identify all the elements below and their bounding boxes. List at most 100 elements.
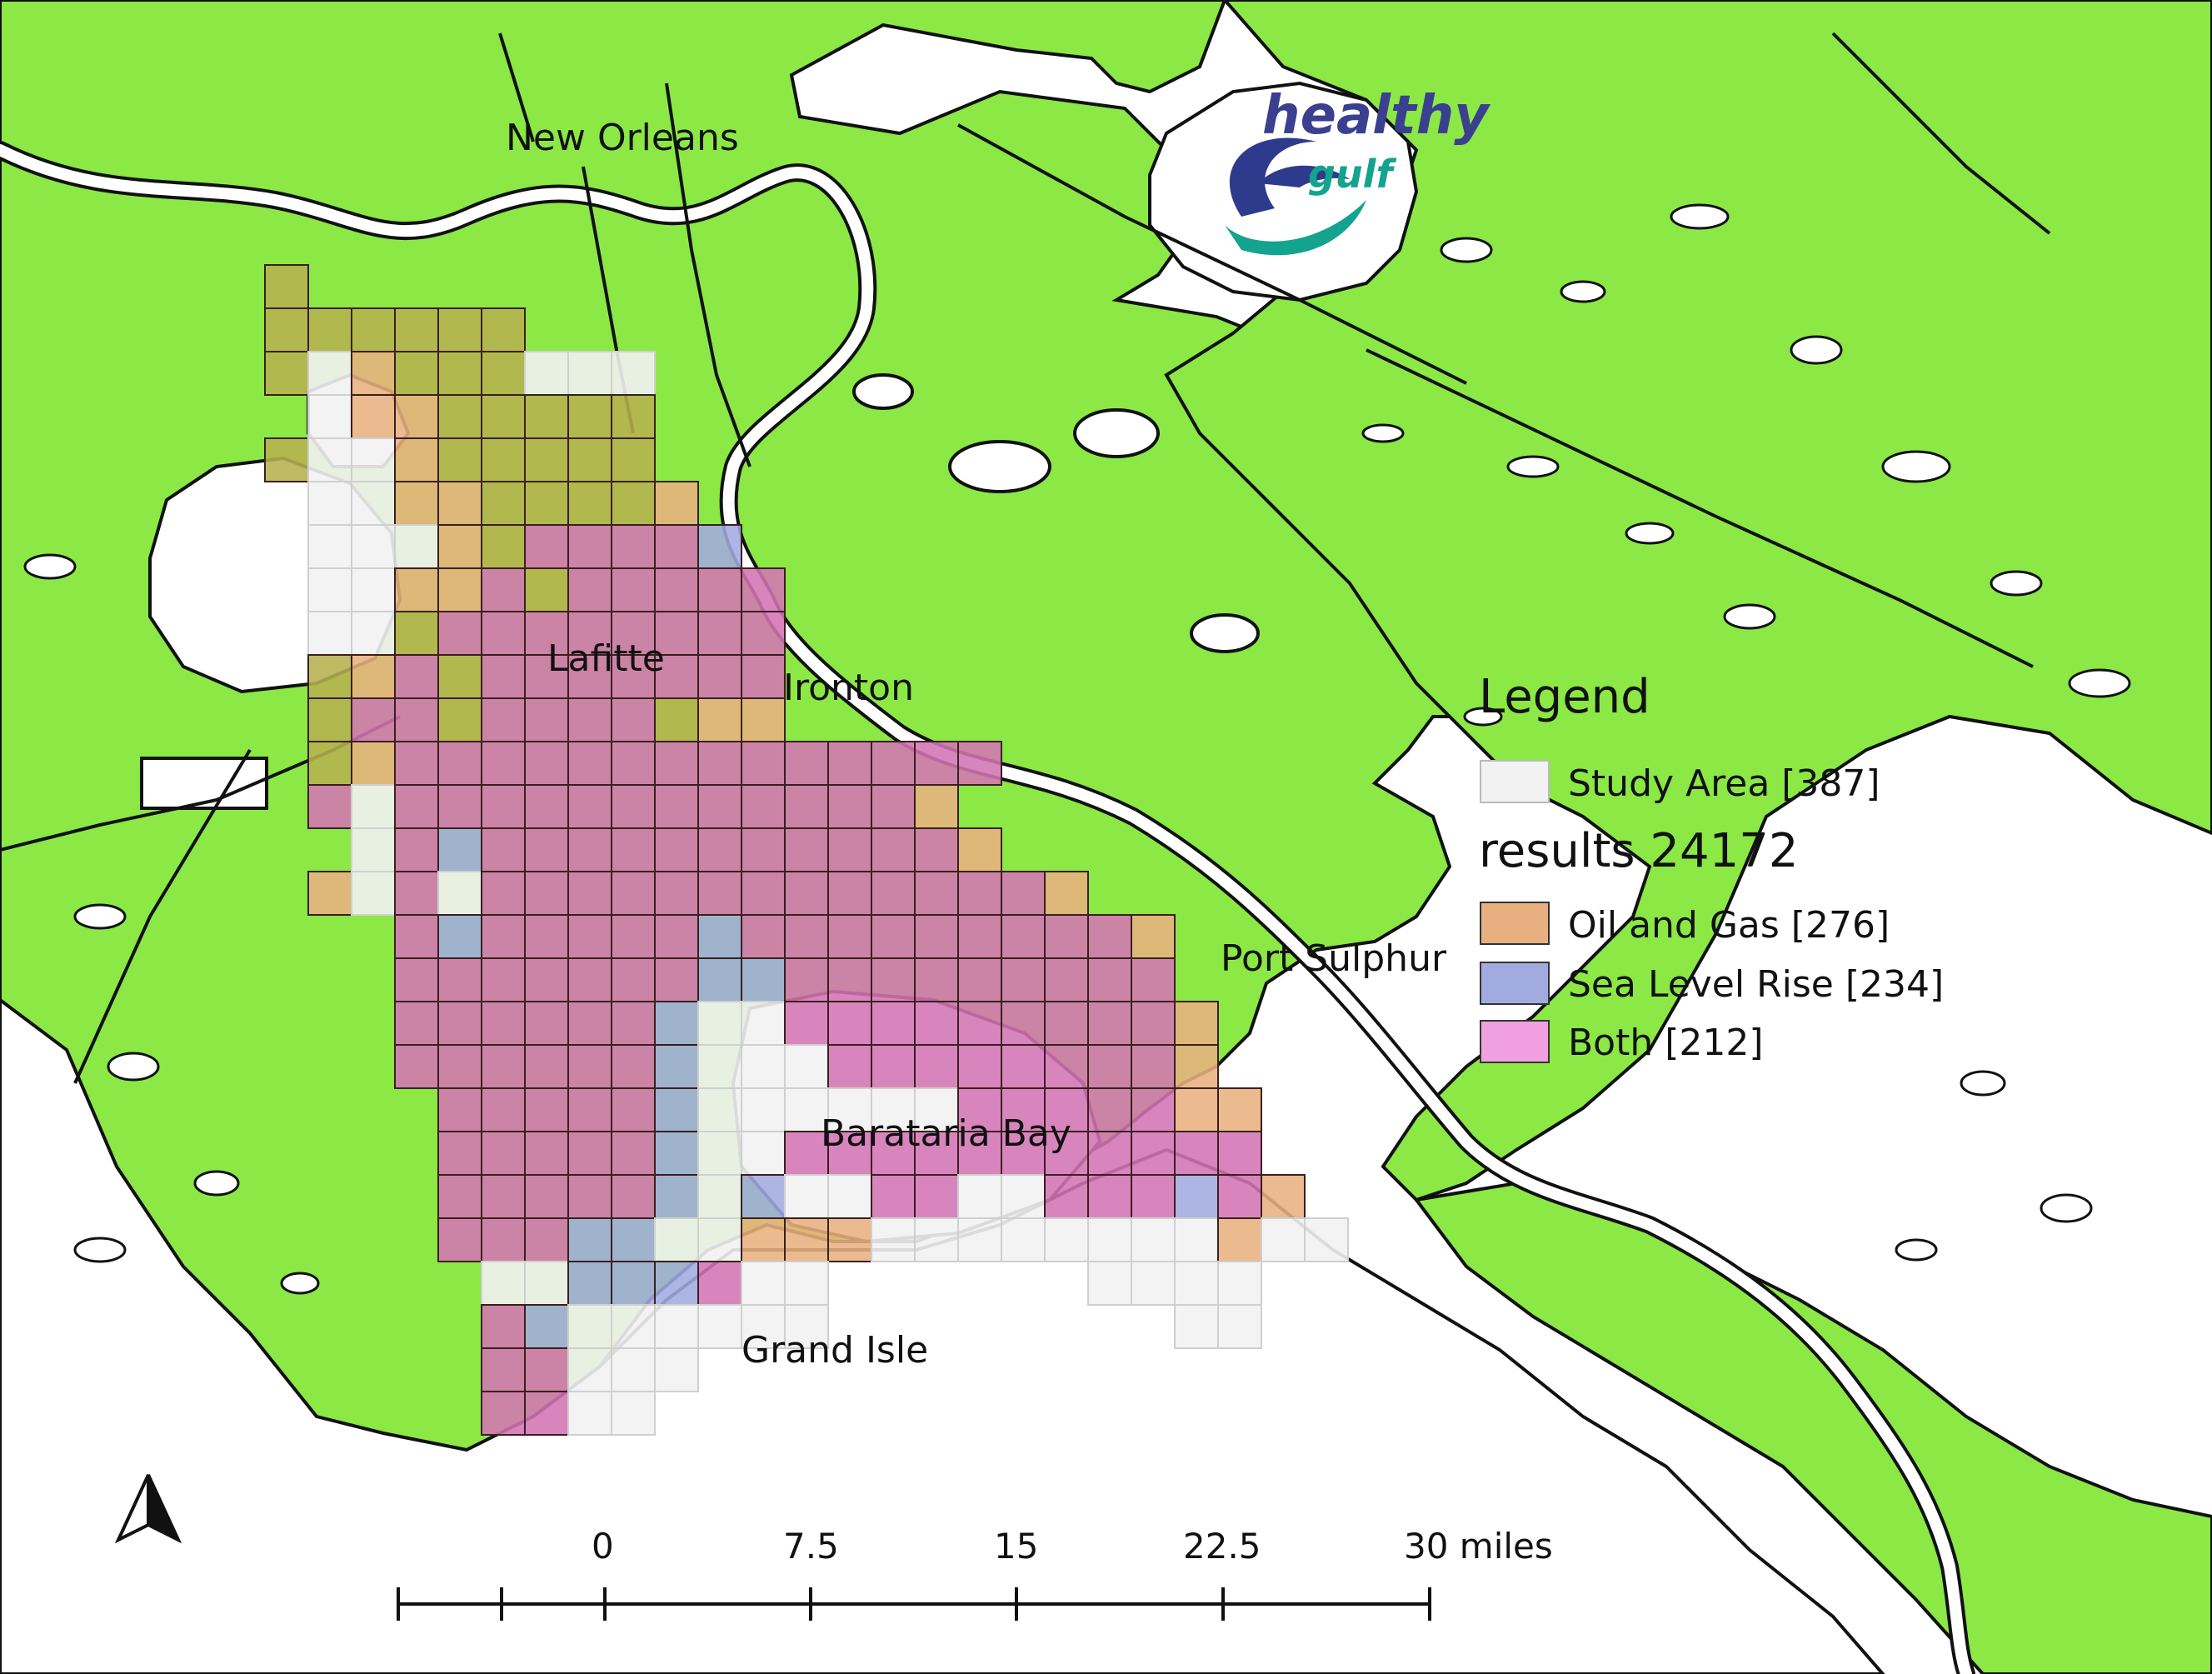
grid-cell — [654, 827, 699, 872]
grid-cell — [394, 697, 439, 742]
grid-cell — [437, 307, 482, 352]
grid-cell — [784, 784, 829, 829]
grid-cell — [351, 394, 396, 439]
grid-cell — [784, 1087, 829, 1132]
grid-cell — [567, 611, 612, 656]
place-label-port-sulphur: Port Sulphur — [1221, 937, 1447, 980]
grid-cell — [611, 1217, 656, 1262]
grid-cell — [307, 611, 352, 656]
grid-cell — [741, 1131, 786, 1176]
grid-cell — [871, 827, 916, 872]
grid-cell — [654, 1347, 699, 1392]
grid-cell — [481, 1217, 526, 1262]
grid-cell — [914, 784, 959, 829]
grid-cell — [437, 524, 482, 569]
grid-cell — [611, 394, 656, 439]
grid-cell — [394, 611, 439, 656]
grid-cell — [784, 741, 829, 786]
grid-cell — [611, 654, 656, 699]
inland-lake-3 — [1190, 613, 1260, 653]
grid-cell — [957, 741, 1002, 786]
grid-cell — [524, 1391, 569, 1436]
grid-cell — [437, 1174, 482, 1219]
grid-cell — [307, 524, 352, 569]
grid-cell — [524, 871, 569, 916]
grid-cell — [611, 697, 656, 742]
grid-cell — [1087, 1044, 1132, 1089]
grid-cell — [481, 437, 526, 482]
grid-cell — [567, 741, 612, 786]
grid-cell — [481, 827, 526, 872]
grid-cell — [784, 1217, 829, 1262]
grid-cell — [394, 827, 439, 872]
grid-cell — [1131, 1001, 1176, 1046]
mississippi-river-fill — [0, 144, 1972, 1674]
grid-cell — [1044, 1087, 1089, 1132]
legend-results-title: results 24172 — [1479, 824, 1799, 878]
grid-cell — [957, 1217, 1002, 1262]
legend-swatch-study-area — [1480, 760, 1550, 803]
logo-wave-dark — [1229, 137, 1316, 217]
grid-cell — [1174, 1087, 1219, 1132]
grid-cell — [264, 307, 309, 352]
grid-cell — [914, 914, 959, 959]
grid-cell — [1044, 1174, 1089, 1219]
grid-cell — [957, 1087, 1002, 1132]
grid-cell — [654, 741, 699, 786]
grid-cell — [697, 784, 742, 829]
scale-label-22-5: 22.5 — [1183, 1526, 1261, 1567]
grid-cell — [351, 611, 396, 656]
healthy-gulf-logo: healthy gulf — [1225, 85, 1490, 256]
grid-cell — [524, 654, 569, 699]
grid-cell — [741, 957, 786, 1002]
grid-cell — [784, 957, 829, 1002]
grid-cell — [1217, 1087, 1262, 1132]
grid-cell — [914, 1044, 959, 1089]
grid-cell — [264, 351, 309, 396]
grid-cell — [1131, 1087, 1176, 1132]
grid-cell — [524, 1131, 569, 1176]
grid-cell — [437, 784, 482, 829]
grid-cell — [654, 1044, 699, 1089]
grid-cell — [784, 1261, 829, 1306]
grid-cell — [1001, 1174, 1046, 1219]
legend-swatch-oil-and-gas — [1480, 902, 1550, 945]
grid-cell — [481, 1087, 526, 1132]
grid-cell — [697, 1174, 742, 1219]
grid-cell — [654, 611, 699, 656]
grid-cell — [567, 1087, 612, 1132]
grid-cell — [1001, 1044, 1046, 1089]
grid-cell — [827, 1001, 872, 1046]
grid-cell — [741, 1217, 786, 1262]
grid-cell — [1087, 957, 1132, 1002]
grid-cell — [611, 1044, 656, 1089]
grid-cell — [1131, 1131, 1176, 1176]
grid-cell — [697, 1131, 742, 1176]
grid-cell — [524, 1217, 569, 1262]
grid-cell — [1217, 1261, 1262, 1306]
grid-cell — [697, 697, 742, 742]
grid-cell — [654, 697, 699, 742]
grid-cell — [264, 437, 309, 482]
grid-cell — [481, 654, 526, 699]
grid-cell — [524, 1087, 569, 1132]
grid-cell — [437, 481, 482, 526]
grid-cell — [697, 1044, 742, 1089]
grid-cell — [1174, 1217, 1219, 1262]
grid-cell — [394, 351, 439, 396]
grid-cell — [351, 481, 396, 526]
grid-cell — [481, 524, 526, 569]
place-label-new-orleans: New Orleans — [506, 117, 739, 159]
legend: Legend Study Area [387] results 24172 Oi… — [1479, 670, 1944, 1064]
grid-cell — [437, 394, 482, 439]
grid-cell — [697, 1001, 742, 1046]
grid-cell — [567, 1261, 612, 1306]
grid-cell — [1174, 1174, 1219, 1219]
grid-cell — [1001, 1217, 1046, 1262]
grid-cell — [611, 914, 656, 959]
grid-cell — [871, 914, 916, 959]
grid-cell — [741, 871, 786, 916]
grid-cell — [351, 827, 396, 872]
grid-cell — [1304, 1217, 1349, 1262]
grid-cell — [567, 394, 612, 439]
